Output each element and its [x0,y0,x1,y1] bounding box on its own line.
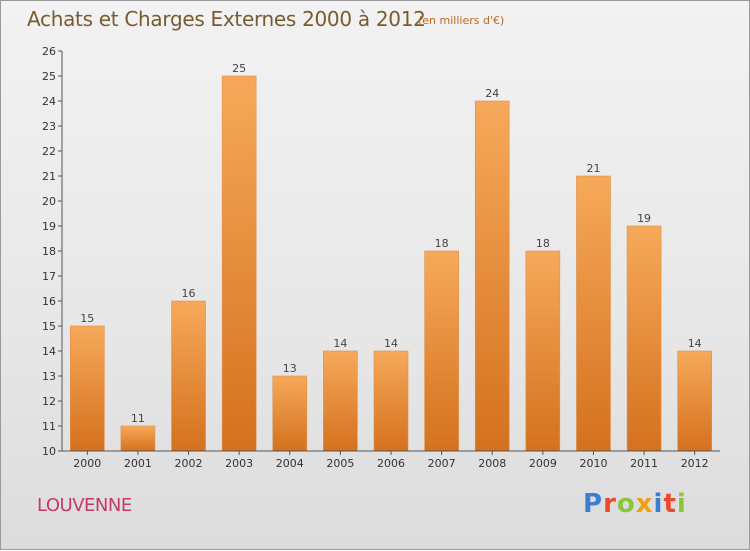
data-label-2011: 19 [637,212,651,225]
labels-layer: 15 2000 11 2001 16 2002 25 2003 13 2004 14 2005 14 20… [42,45,709,470]
x-tick-label-2012: 2012 [681,457,709,470]
x-tick-label-2000: 2000 [73,457,101,470]
y-tick-label-10: 10 [42,445,56,458]
y-tick-label-23: 23 [42,120,56,133]
y-tick-label-16: 16 [42,295,56,308]
y-tick-label-13: 13 [42,370,56,383]
data-label-2006: 14 [384,337,398,350]
brand-letter: o [616,489,636,519]
brand-letter: t [663,489,677,519]
bar-2002 [171,300,206,452]
y-tick-label-14: 14 [42,345,56,358]
bars-layer [70,75,712,452]
town-name: LOUVENNE [37,495,132,516]
data-label-2003: 25 [232,62,246,75]
data-label-2009: 18 [536,237,550,250]
x-tick-label-2005: 2005 [326,457,354,470]
data-label-2007: 18 [435,237,449,250]
brand-letter: i [653,489,664,519]
bar-2005 [323,350,358,452]
y-tick-label-12: 12 [42,395,56,408]
bar-2012 [677,350,712,452]
data-label-2001: 11 [131,412,145,425]
data-label-2004: 13 [283,362,297,375]
bar-2010 [576,175,611,452]
y-tick-label-15: 15 [42,320,56,333]
brand-letter: P [583,489,604,519]
bar-2001 [120,425,156,452]
y-tick-label-11: 11 [42,420,56,433]
y-tick-label-20: 20 [42,195,56,208]
chart-unit-label: (en milliers d'€) [418,14,505,27]
bar-2004 [272,375,308,452]
y-tick-label-24: 24 [42,95,56,108]
data-label-2002: 16 [182,287,196,300]
brand-letter: i [676,489,687,519]
x-tick-label-2007: 2007 [428,457,456,470]
data-label-2012: 14 [688,337,702,350]
brand-logo[interactable]: Proxiti [583,489,687,519]
x-tick-label-2010: 2010 [579,457,607,470]
x-tick-label-2001: 2001 [124,457,152,470]
y-tick-label-19: 19 [42,220,56,233]
x-tick-label-2009: 2009 [529,457,557,470]
y-tick-label-26: 26 [42,45,56,58]
y-tick-label-22: 22 [42,145,56,158]
data-label-2010: 21 [586,162,600,175]
x-tick-label-2006: 2006 [377,457,405,470]
bar-2000 [70,325,105,452]
bar-2003 [221,75,257,452]
y-tick-label-18: 18 [42,245,56,258]
bar-2008 [474,100,510,452]
bar-2007 [424,250,459,452]
x-tick-label-2011: 2011 [630,457,658,470]
x-tick-label-2008: 2008 [478,457,506,470]
y-tick-label-17: 17 [42,270,56,283]
data-label-2005: 14 [333,337,347,350]
x-tick-label-2002: 2002 [175,457,203,470]
chart-title: Achats et Charges Externes 2000 à 2012 [27,7,426,31]
y-tick-label-25: 25 [42,70,56,83]
bar-2006 [373,350,409,452]
x-tick-label-2004: 2004 [276,457,304,470]
data-label-2000: 15 [80,312,94,325]
brand-letter: x [635,489,654,519]
brand-letter: r [603,489,617,519]
y-tick-label-21: 21 [42,170,56,183]
x-tick-label-2003: 2003 [225,457,253,470]
axis-layer [58,50,720,455]
bar-2011 [626,225,662,452]
bar-2009 [525,250,561,452]
data-label-2008: 24 [485,87,499,100]
